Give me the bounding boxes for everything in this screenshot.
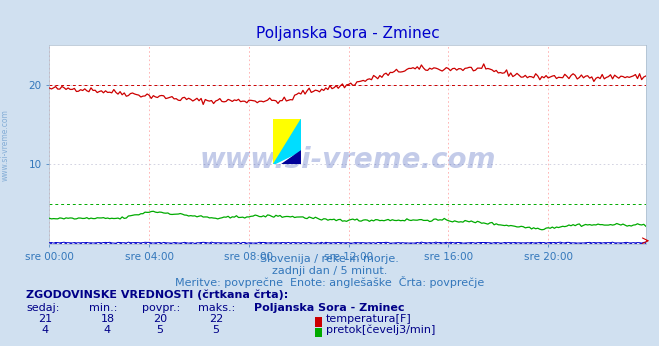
Text: Poljanska Sora - Zminec: Poljanska Sora - Zminec [254,303,404,313]
Text: zadnji dan / 5 minut.: zadnji dan / 5 minut. [272,266,387,276]
Title: Poljanska Sora - Zminec: Poljanska Sora - Zminec [256,26,440,41]
Polygon shape [273,119,301,164]
Text: 4: 4 [104,325,111,335]
Text: temperatura[F]: temperatura[F] [326,315,412,325]
Polygon shape [273,119,301,164]
Text: ZGODOVINSKE VREDNOSTI (črtkana črta):: ZGODOVINSKE VREDNOSTI (črtkana črta): [26,290,289,300]
Text: 18: 18 [100,315,115,325]
Text: 20: 20 [153,315,167,325]
Text: maks.:: maks.: [198,303,235,313]
Text: 5: 5 [157,325,163,335]
Text: sedaj:: sedaj: [26,303,60,313]
Text: Slovenija / reke in morje.: Slovenija / reke in morje. [260,254,399,264]
Text: Meritve: povprečne  Enote: anglešaške  Črta: povprečje: Meritve: povprečne Enote: anglešaške Črt… [175,276,484,289]
Text: min.:: min.: [89,303,117,313]
Text: 5: 5 [213,325,219,335]
Text: 21: 21 [38,315,52,325]
Text: www.si-vreme.com: www.si-vreme.com [1,109,10,181]
Text: pretok[čevelj3/min]: pretok[čevelj3/min] [326,324,436,335]
Text: www.si-vreme.com: www.si-vreme.com [200,146,496,174]
Text: povpr.:: povpr.: [142,303,180,313]
Polygon shape [282,151,301,164]
Text: 4: 4 [42,325,48,335]
Text: 22: 22 [209,315,223,325]
